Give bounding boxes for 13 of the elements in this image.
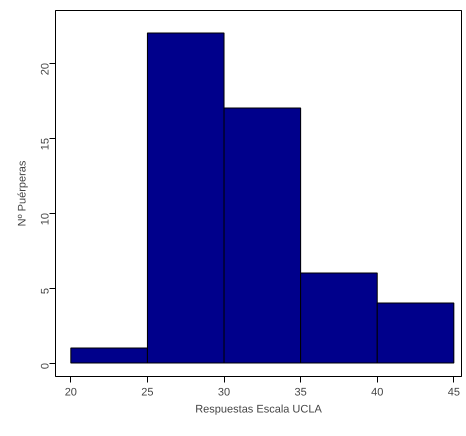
y-tick-label: 20 [40,62,52,76]
x-axis-title: Respuestas Escala UCLA [195,404,322,416]
x-tick-label: 40 [371,386,384,398]
x-tick-label: 25 [141,386,154,398]
y-axis-title: Nº Puérperas [16,160,28,226]
x-tick-label: 30 [218,386,230,398]
y-tick-label: 5 [40,288,52,294]
x-tick-label: 45 [448,386,460,398]
x-tick-label: 20 [64,386,77,398]
y-tick-label: 10 [40,212,52,226]
y-tick-label: 0 [40,362,52,370]
y-tick-label: 15 [40,138,52,150]
x-tick-label: 35 [294,386,307,398]
